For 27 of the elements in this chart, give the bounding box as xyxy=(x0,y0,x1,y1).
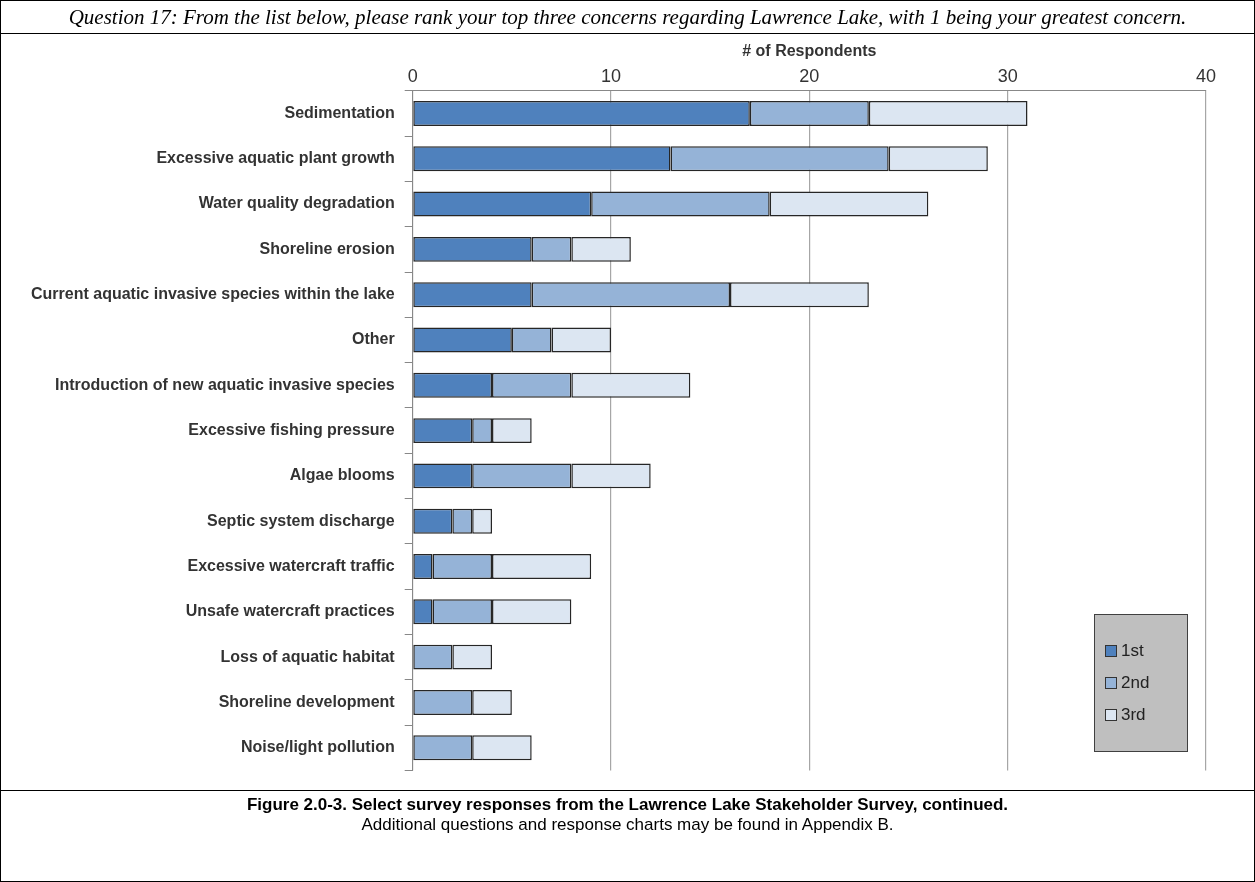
legend-label: 1st xyxy=(1121,641,1144,662)
x-tick-label: 20 xyxy=(799,65,820,86)
caption: Figure 2.0-3. Select survey responses from the Lawrence Lake Stakeholder Survey, continued. xyxy=(245,795,1010,815)
x-tick-label: 0 xyxy=(407,65,418,86)
x-tick-label: 40 xyxy=(1195,65,1217,86)
y-tick-label: Algae blooms xyxy=(289,466,395,484)
y-tick-label: Current aquatic invasive species within the lake xyxy=(31,285,395,303)
y-tick-label: Septic system discharge xyxy=(207,511,395,529)
y-tick-label: Sedimentation xyxy=(284,103,395,121)
y-tick-label: Water quality degradation xyxy=(198,194,395,212)
x-tick-label: 10 xyxy=(601,65,622,86)
text: Additional questions and response charts may be found in Appendix B. xyxy=(360,815,895,835)
x-tick-label: 30 xyxy=(997,65,1018,86)
y-tick-label: Noise/light pollution xyxy=(240,738,395,756)
x-axis-title: # of Respondents xyxy=(742,42,877,60)
y-tick-label: Shoreline erosion xyxy=(259,239,395,257)
y-tick-label: Excessive watercraft traffic xyxy=(187,556,395,574)
y-tick-label: Excessive fishing pressure xyxy=(188,421,395,439)
y-tick-label: Shoreline development xyxy=(218,692,396,710)
y-tick-label: Other xyxy=(352,330,395,348)
y-tick-label: Unsafe watercraft practices xyxy=(185,602,395,620)
y-tick-label: Loss of aquatic habitat xyxy=(220,647,396,665)
y-tick-label: Excessive aquatic plant growth xyxy=(156,149,395,167)
legend-label: 3rd xyxy=(1121,705,1146,726)
y-tick-label: Introduction of new aquatic invasive species xyxy=(55,375,395,393)
legend-label: 2nd xyxy=(1121,673,1150,694)
chart-title: Question 17: From the list below, please rank your top three concerns regarding Lawrence Lake, with 1 being your greatest concern. xyxy=(1,1,1254,34)
